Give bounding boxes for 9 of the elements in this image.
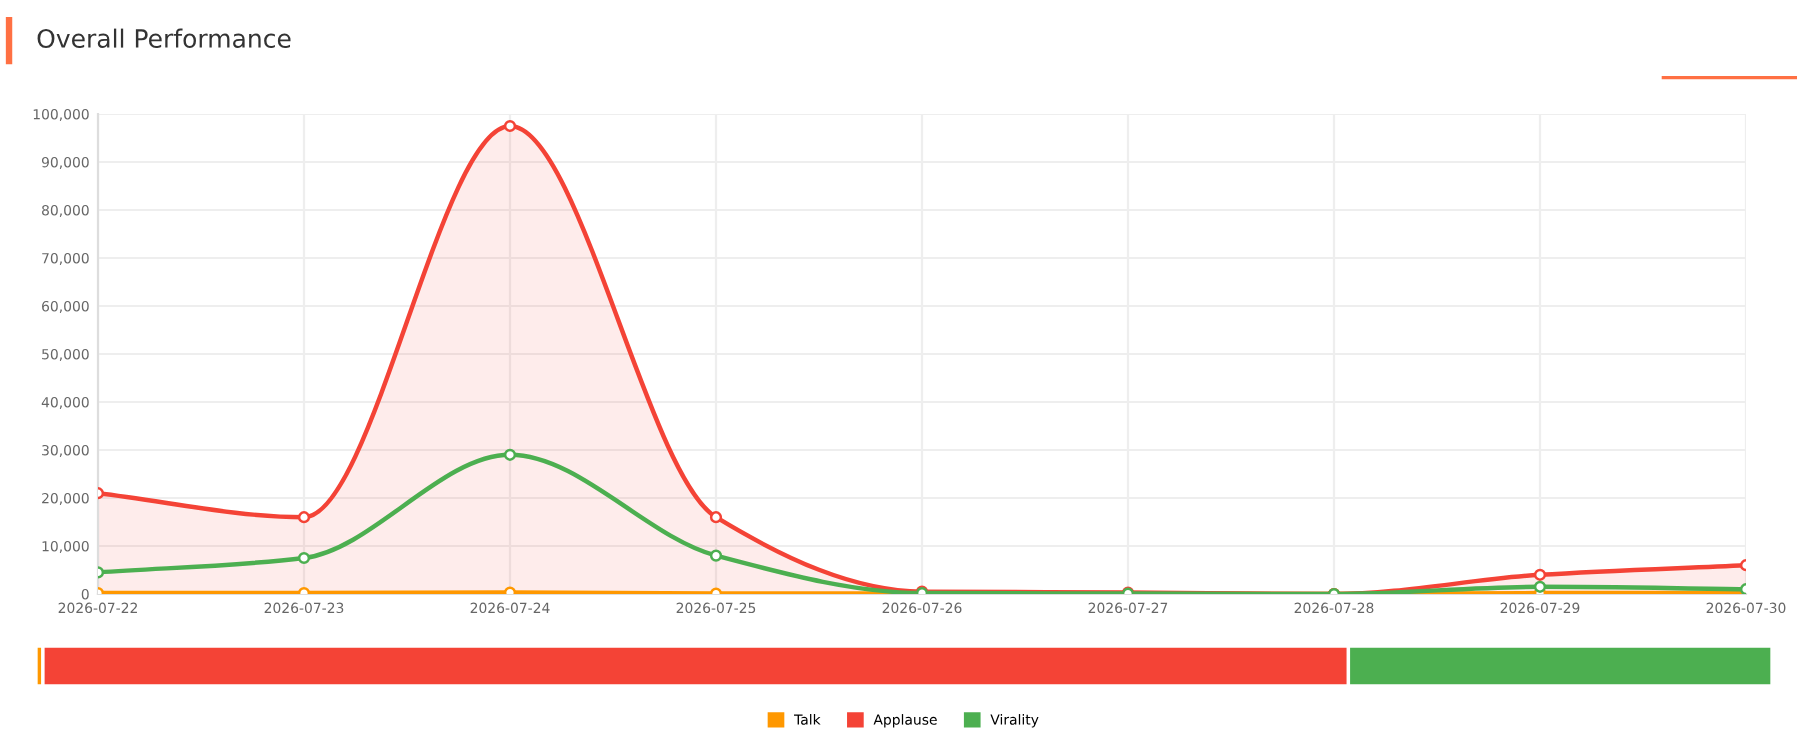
point [709,511,723,524]
point [503,119,517,133]
point [297,551,311,565]
point [297,511,311,524]
point [503,448,517,461]
chart-title: Overall Performance [37,28,291,48]
point [1533,580,1547,593]
point [709,549,723,562]
point [1533,568,1547,581]
